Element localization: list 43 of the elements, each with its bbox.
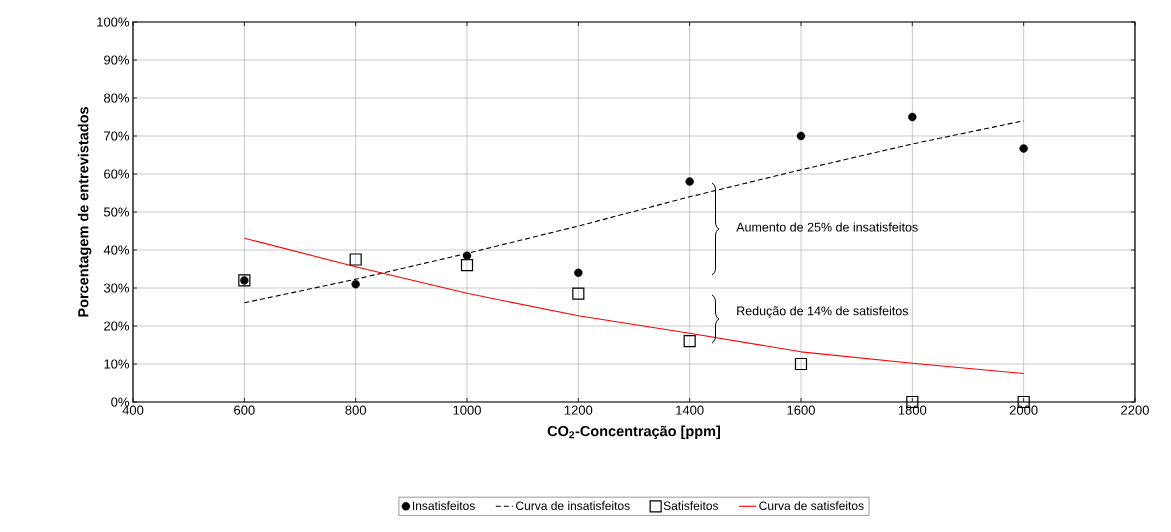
line-series (243, 237, 1025, 375)
y-tick-label: 80% (104, 93, 130, 103)
x-axis-title: CO$_{2}$-Concentração [ppm] (547, 425, 721, 440)
y-tick-label: 20% (104, 321, 130, 331)
x-tick-label: 800 (345, 405, 367, 415)
x-tick-label: 2000 (1009, 405, 1038, 415)
legend-label: Satisfeitos (663, 501, 719, 510)
legend-label: Curva de insatisfeitos (516, 501, 630, 510)
legend-label: Curva de satisfeitos (759, 501, 864, 510)
y-tick-label: 90% (104, 55, 130, 65)
point (574, 268, 583, 277)
y-tick-label: 60% (104, 169, 130, 179)
x-tick-label: 2200 (1121, 405, 1149, 415)
point (349, 253, 362, 266)
point (683, 335, 696, 348)
point (460, 259, 474, 272)
y-tick-label: 10% (104, 359, 130, 369)
point (796, 131, 806, 141)
annotation: Redução de 14% de satisfeitos (737, 306, 909, 318)
y-axis-title: Porcentagem de entrevistados (77, 107, 92, 317)
x-tick-label: 1000 (453, 405, 481, 415)
x-tick-label: 1200 (564, 405, 593, 415)
point (908, 112, 917, 122)
x-tick-label: 600 (234, 405, 255, 415)
point (1019, 144, 1028, 153)
legend-label: Insatisfeitos (413, 501, 475, 510)
y-tick-label: 100% (97, 17, 130, 27)
y-tick-label: 40% (103, 245, 130, 255)
point (685, 177, 694, 186)
y-tick-label: 70% (104, 131, 130, 141)
x-tick-label: 1400 (676, 405, 704, 415)
point (351, 279, 360, 289)
x-tick-label: 1600 (787, 405, 815, 415)
x-tick-label: 400 (122, 405, 144, 415)
point (794, 357, 808, 371)
y-tick-label: 30% (103, 283, 130, 293)
x-tick-label: 1800 (898, 405, 927, 415)
point (572, 287, 585, 300)
y-tick-label: 50% (103, 207, 130, 217)
line-series (243, 120, 1025, 304)
point (462, 251, 472, 260)
annotation: Aumento de 25% de insatisfeitos (736, 222, 918, 232)
y-tick-label: 0% (111, 397, 130, 407)
